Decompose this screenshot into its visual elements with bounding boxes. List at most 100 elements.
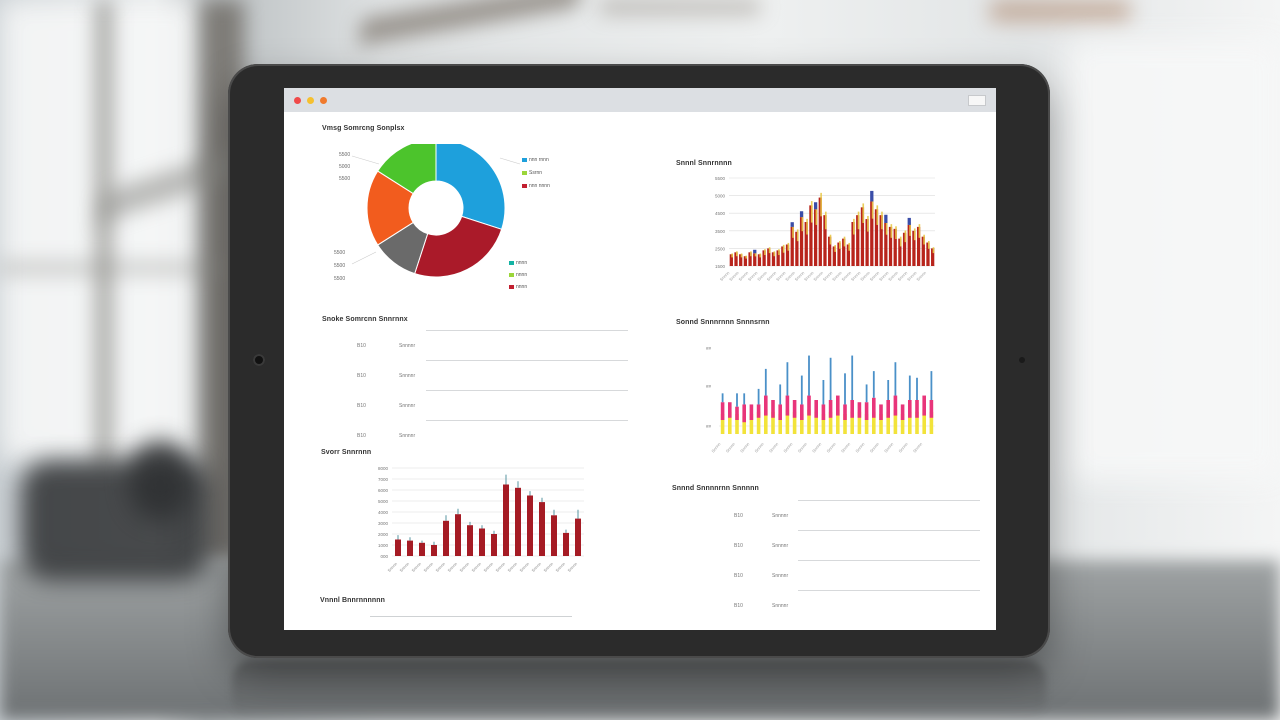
bar: [800, 414, 804, 434]
pie-left-label: 5000: [339, 164, 351, 170]
list-row[interactable]: B10 Snnnnr: [324, 330, 634, 361]
bar: [455, 514, 461, 556]
bar: [929, 411, 934, 434]
bar: [778, 249, 780, 256]
x-tick-label: Snnnn: [840, 441, 851, 453]
bar: [909, 222, 911, 236]
y-tick-label: 000: [380, 554, 388, 559]
bar: [857, 411, 862, 434]
bar: [736, 393, 738, 407]
y-tick-label: 1500: [715, 264, 726, 269]
bar: [431, 545, 437, 556]
bar: [790, 226, 794, 266]
footer-panel-title: Vnnnl Bnnrnnnnnn: [320, 597, 385, 604]
x-tick-label: Snnnn: [883, 441, 894, 453]
bar: [503, 484, 509, 556]
bar: [813, 209, 818, 266]
list-row-divider: [426, 390, 628, 391]
bar: [926, 242, 930, 266]
bar: [922, 409, 926, 434]
bar: [829, 234, 832, 245]
list-row-name: Snnnnr: [399, 343, 416, 349]
x-tick-label: Snnnn: [482, 561, 494, 573]
x-tick-label: Snnnn: [530, 561, 542, 573]
bar: [894, 362, 897, 396]
bar: [860, 207, 865, 266]
pie-leader-line: [351, 251, 377, 265]
tablet-screen: Vmsg Somrcng Sonplsx 5500 5000 5500 5500…: [284, 88, 996, 630]
x-tick-label: Snnnn: [854, 441, 865, 453]
x-tick-label: Snnnn: [728, 270, 740, 282]
bar: [764, 249, 766, 256]
bar: [767, 248, 771, 266]
bar: [814, 411, 818, 434]
bar: [729, 254, 733, 266]
bar: [918, 224, 921, 238]
x-tick-label: Snnnn: [825, 441, 836, 453]
bar: [728, 411, 732, 434]
bar: [753, 253, 757, 266]
x-tick-label: Snnnn: [812, 270, 824, 282]
x-tick-label: Snnnn: [840, 270, 852, 282]
bar: [768, 247, 771, 254]
list-row[interactable]: B10 Snnnnr: [684, 500, 984, 531]
list-row[interactable]: B10 Snnnnr: [324, 430, 634, 444]
bar: [828, 236, 832, 266]
bar: [781, 246, 785, 266]
x-tick-label: Snnnn: [768, 441, 779, 453]
bar: [857, 402, 862, 418]
x-tick-label: Snnnn: [897, 441, 908, 453]
list-row[interactable]: B10 Snnnnr: [324, 400, 634, 421]
pie-leader-line: [499, 157, 521, 165]
bar: [813, 202, 818, 210]
x-tick-label: Snnnn: [897, 270, 909, 282]
bar: [865, 384, 868, 403]
bar: [908, 400, 912, 418]
bar: [745, 255, 748, 259]
bar: [932, 247, 935, 254]
list-row[interactable]: B10 Snnnnr: [684, 540, 984, 561]
minimize-dot-icon[interactable]: [307, 97, 314, 104]
bar: [846, 244, 851, 266]
list-row[interactable]: B10 Snnnnr: [684, 600, 984, 614]
x-tick-label: Snnnn: [775, 270, 787, 282]
y-tick-label: 4500: [715, 211, 726, 216]
close-dot-icon[interactable]: [294, 97, 301, 104]
list-row-divider: [798, 590, 980, 591]
bar: [836, 409, 840, 434]
list-row[interactable]: B10 Snnnnr: [324, 370, 634, 391]
x-tick-label: Snnnn: [831, 270, 843, 282]
window-control-button[interactable]: [968, 95, 986, 106]
legend-item: nnn rnnn: [522, 157, 549, 163]
bar: [743, 256, 748, 266]
list-row-name: Snnnnr: [772, 543, 789, 549]
y-tick-label: ##: [706, 346, 712, 351]
maximize-dot-icon[interactable]: [320, 97, 327, 104]
bar: [874, 209, 879, 266]
window-titlebar: [284, 88, 996, 112]
x-tick-label: Snnnn: [710, 441, 721, 453]
bar: [771, 252, 776, 266]
bar: [551, 515, 557, 556]
background-beam: [990, 0, 1130, 22]
x-tick-label: Snnnn: [797, 441, 808, 453]
bar: [792, 411, 797, 434]
bar: [804, 222, 808, 266]
bar: [800, 375, 803, 405]
x-tick-label: Snnnn: [506, 561, 518, 573]
list-row[interactable]: B10 Snnnnr: [684, 570, 984, 591]
list-row-code: B10: [734, 543, 743, 549]
background-beam: [600, 0, 760, 14]
x-tick-label: Snnnn: [782, 441, 793, 453]
bar: [884, 222, 888, 266]
x-tick-label: Snnnn: [912, 441, 923, 453]
bar-right-mid-title: Sonnd Snnnrnnn Snnnsrnn: [676, 319, 770, 326]
bar: [527, 495, 533, 556]
bar: [843, 414, 847, 434]
list-row-divider: [426, 330, 628, 331]
list-row-code: B10: [734, 573, 743, 579]
bar: [821, 404, 826, 420]
bar: [815, 205, 818, 225]
y-tick-label: 2500: [715, 246, 726, 251]
bar: [800, 404, 804, 420]
